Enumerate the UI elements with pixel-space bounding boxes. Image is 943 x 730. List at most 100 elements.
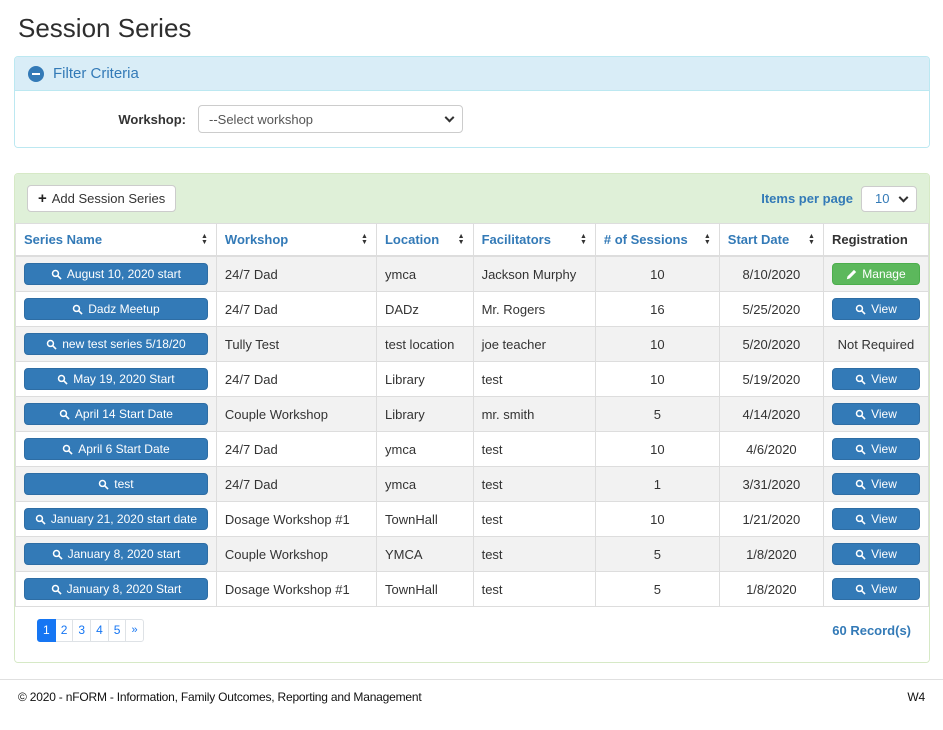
series-name-button[interactable]: test bbox=[24, 473, 208, 495]
view-button[interactable]: View bbox=[831, 543, 920, 565]
sort-icon bbox=[808, 234, 815, 246]
search-icon bbox=[855, 304, 866, 315]
registration-cell: View bbox=[822, 466, 930, 502]
series-name-button[interactable]: January 8, 2020 start bbox=[24, 543, 208, 565]
column-header-label: Facilitators bbox=[481, 232, 551, 247]
workshop-cell: 24/7 Dad bbox=[215, 361, 377, 397]
registration-button-label: View bbox=[871, 582, 897, 596]
registration-cell: View bbox=[822, 536, 930, 572]
registration-button-label: View bbox=[871, 547, 897, 561]
filter-panel-header[interactable]: Filter Criteria bbox=[15, 57, 929, 91]
search-icon bbox=[46, 339, 57, 350]
view-button[interactable]: View bbox=[831, 473, 920, 495]
sessions-cell: 10 bbox=[594, 326, 720, 362]
location-cell: Library bbox=[375, 396, 474, 432]
facilitators-cell: joe teacher bbox=[472, 326, 596, 362]
view-button[interactable]: View bbox=[831, 508, 920, 530]
series-name-cell: test bbox=[15, 466, 217, 502]
series-name-label: April 6 Start Date bbox=[78, 442, 170, 456]
workshop-label: Workshop: bbox=[118, 111, 186, 127]
column-header[interactable]: Series Name bbox=[15, 223, 217, 257]
session-series-table: Series Name Workshop Location Facilitato… bbox=[15, 223, 930, 607]
pagination-page-4[interactable]: 4 bbox=[90, 619, 109, 642]
series-name-button[interactable]: January 21, 2020 start date bbox=[24, 508, 208, 530]
sort-icon bbox=[704, 234, 711, 246]
start-date-cell: 8/10/2020 bbox=[718, 255, 824, 292]
collapse-icon[interactable] bbox=[28, 65, 44, 82]
sort-icon bbox=[201, 234, 208, 246]
view-button[interactable]: View bbox=[831, 438, 920, 460]
pagination-page-2[interactable]: 2 bbox=[54, 619, 74, 642]
column-header[interactable]: Location bbox=[375, 223, 474, 257]
facilitators-cell: test bbox=[472, 431, 596, 467]
location-cell: test location bbox=[375, 326, 474, 362]
column-header[interactable]: Facilitators bbox=[472, 223, 596, 257]
location-cell: TownHall bbox=[375, 501, 474, 537]
table-row: Dadz Meetup 24/7 Dad DADz Mr. Rogers 16 … bbox=[15, 291, 930, 327]
pagination-page-3[interactable]: 3 bbox=[72, 619, 92, 642]
facilitators-cell: test bbox=[472, 466, 596, 502]
search-icon bbox=[62, 444, 73, 455]
series-name-label: January 21, 2020 start date bbox=[50, 512, 197, 526]
column-header-label: Registration bbox=[831, 232, 908, 247]
column-header[interactable]: Workshop bbox=[215, 223, 377, 257]
pagination-next-button[interactable]: » bbox=[125, 619, 144, 642]
pagination-page-5[interactable]: 5 bbox=[107, 619, 127, 642]
series-name-button[interactable]: January 8, 2020 Start bbox=[24, 578, 208, 600]
pencil-icon bbox=[846, 269, 857, 280]
workshop-cell: 24/7 Dad bbox=[215, 431, 377, 467]
record-count: 60 Record(s) bbox=[832, 623, 911, 638]
start-date-cell: 4/6/2020 bbox=[718, 431, 824, 467]
search-icon bbox=[855, 584, 866, 595]
table-header-row: Series Name Workshop Location Facilitato… bbox=[15, 223, 930, 257]
footer-divider bbox=[0, 679, 943, 680]
series-name-cell: May 19, 2020 Start bbox=[15, 361, 217, 397]
workshop-cell: 24/7 Dad bbox=[215, 291, 377, 327]
sessions-cell: 10 bbox=[594, 255, 720, 292]
pagination-page-1[interactable]: 1 bbox=[37, 619, 56, 642]
items-per-page-label: Items per page bbox=[761, 191, 853, 206]
items-per-page-select-wrap: 10 bbox=[861, 185, 917, 212]
registration-button-label: View bbox=[871, 372, 897, 386]
column-header[interactable]: # of Sessions bbox=[594, 223, 720, 257]
registration-button-label: View bbox=[871, 442, 897, 456]
registration-cell: Manage bbox=[822, 255, 930, 292]
series-name-label: January 8, 2020 start bbox=[67, 547, 181, 561]
sort-icon bbox=[458, 234, 465, 246]
items-per-page-select[interactable]: 10 bbox=[861, 185, 917, 212]
view-button[interactable]: View bbox=[831, 578, 920, 600]
series-name-button[interactable]: new test series 5/18/20 bbox=[24, 333, 208, 355]
footer: © 2020 - nFORM - Information, Family Out… bbox=[0, 680, 943, 704]
series-name-button[interactable]: April 6 Start Date bbox=[24, 438, 208, 460]
items-per-page-group: Items per page 10 bbox=[761, 185, 917, 212]
table-row: April 6 Start Date 24/7 Dad ymca test 10… bbox=[15, 431, 930, 467]
workshop-select[interactable]: --Select workshop bbox=[198, 105, 463, 133]
search-icon bbox=[52, 549, 63, 560]
facilitators-cell: test bbox=[472, 571, 596, 607]
table-toolbar: + Add Session Series Items per page 10 bbox=[15, 174, 929, 223]
view-button[interactable]: View bbox=[831, 403, 920, 425]
registration-cell: View bbox=[822, 571, 930, 607]
table-row: new test series 5/18/20 Tully Test test … bbox=[15, 326, 930, 362]
series-name-label: new test series 5/18/20 bbox=[62, 337, 186, 351]
series-name-cell: April 14 Start Date bbox=[15, 396, 217, 432]
registration-cell: View bbox=[822, 396, 930, 432]
column-header[interactable]: Start Date bbox=[718, 223, 824, 257]
registration-cell: View bbox=[822, 361, 930, 397]
search-icon bbox=[35, 514, 46, 525]
pagination: 1 2 3 4 5» bbox=[37, 619, 144, 642]
start-date-cell: 1/21/2020 bbox=[718, 501, 824, 537]
series-name-button[interactable]: April 14 Start Date bbox=[24, 403, 208, 425]
view-button[interactable]: View bbox=[831, 298, 920, 320]
series-name-button[interactable]: May 19, 2020 Start bbox=[24, 368, 208, 390]
series-name-button[interactable]: Dadz Meetup bbox=[24, 298, 208, 320]
facilitators-cell: test bbox=[472, 361, 596, 397]
sessions-cell: 5 bbox=[594, 571, 720, 607]
series-name-button[interactable]: August 10, 2020 start bbox=[24, 263, 208, 285]
add-session-series-button[interactable]: + Add Session Series bbox=[27, 185, 177, 212]
registration-cell: View bbox=[822, 431, 930, 467]
session-series-panel: + Add Session Series Items per page 10 bbox=[14, 173, 930, 663]
manage-button[interactable]: Manage bbox=[831, 263, 920, 285]
view-button[interactable]: View bbox=[831, 368, 920, 390]
search-icon bbox=[72, 304, 83, 315]
